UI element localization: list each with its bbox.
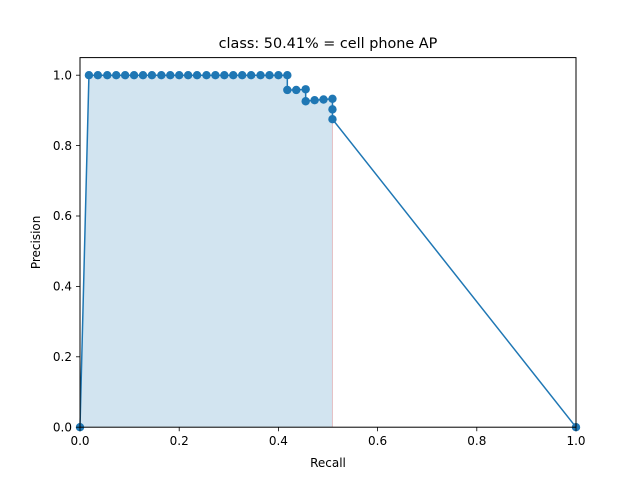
x-tick-label: 0.6 [368,434,387,448]
y-tick-label: 0.2 [53,350,72,364]
pr-point [274,71,283,80]
pr-point [256,71,265,80]
pr-point [202,71,211,80]
pr-point [147,71,157,80]
ap-fill-area [80,75,333,428]
y-tick-label: 0.4 [53,280,72,294]
pr-point [112,71,121,80]
pr-point [246,71,256,80]
pr-point [301,97,310,106]
pr-point [93,71,103,80]
pr-point [310,95,319,105]
pr-point [328,94,337,103]
pr-point [183,71,193,80]
pr-point [328,115,337,124]
y-tick-label: 0.8 [53,139,72,153]
pr-point [301,85,310,94]
pr-point [220,71,229,80]
pr-point [157,71,166,80]
ap-area-layer [80,75,333,428]
pr-point [120,71,130,80]
pr-point [211,71,220,80]
x-tick-label: 0.4 [269,434,288,448]
plot-frame [79,57,577,428]
x-tick-label: 0.2 [170,434,189,448]
pr-series-line [79,74,577,428]
x-tick-label: 1.0 [566,434,585,448]
pr-point [265,71,274,80]
x-axis-ticks: 0.0 0.2 0.4 0.6 0.8 1.0 [70,427,586,448]
pr-point [175,71,184,80]
pr-point [237,71,247,80]
y-axis-label: Precision [29,216,43,270]
pr-point [138,71,148,80]
pr-point [328,105,337,114]
x-tick-label: 0.0 [70,434,89,448]
pr-point [192,71,202,80]
pr-point [84,71,94,80]
pr-point [319,95,328,104]
pr-point [166,71,175,80]
y-tick-label: 1.0 [53,68,72,82]
chart-title: class: 50.41% = cell phone AP [219,36,438,52]
pr-point [129,71,139,80]
pr-point [103,71,112,80]
pr-point [283,85,292,95]
y-tick-label: 0.0 [53,420,72,434]
pr-point [292,85,301,95]
x-axis-label: Recall [310,456,346,470]
pr-point [283,71,292,80]
x-tick-label: 0.8 [467,434,486,448]
y-tick-label: 0.6 [53,209,72,223]
pr-point [229,71,238,80]
y-axis-ticks: 0.0 0.2 0.4 0.6 0.8 1.0 [53,68,80,434]
